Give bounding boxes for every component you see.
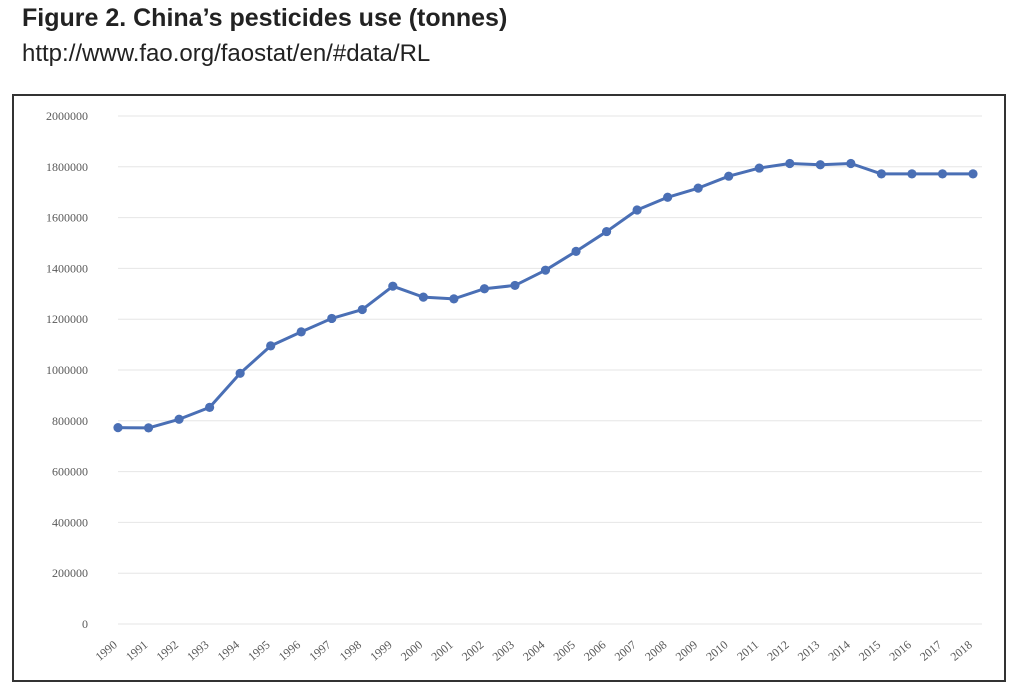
y-tick-label: 1200000 (46, 312, 88, 326)
x-tick-label: 2005 (551, 638, 578, 664)
x-tick-label: 2009 (673, 638, 700, 664)
figure-source-url: http://www.fao.org/faostat/en/#data/RL (22, 40, 431, 67)
data-point (846, 158, 856, 169)
x-tick-label: 1997 (306, 638, 333, 664)
data-point (174, 414, 184, 424)
x-tick-label: 2001 (428, 638, 455, 664)
y-tick-label: 800000 (52, 414, 88, 428)
x-tick-label: 1992 (154, 638, 181, 664)
data-point (937, 169, 948, 179)
data-point (296, 327, 306, 337)
y-tick-label: 1400000 (46, 261, 88, 275)
data-point (876, 169, 886, 179)
data-point (205, 402, 215, 412)
x-tick-label: 2004 (520, 638, 547, 664)
x-tick-label: 2006 (581, 638, 608, 664)
y-tick-label: 1000000 (46, 363, 88, 377)
x-tick-label: 2016 (886, 638, 913, 664)
data-point (479, 284, 490, 294)
x-tick-label: 2010 (703, 638, 730, 664)
data-point (540, 265, 551, 275)
data-point (266, 341, 276, 351)
x-tick-label: 2008 (642, 638, 669, 664)
y-tick-label: 1600000 (46, 211, 88, 225)
data-point (510, 280, 520, 291)
x-tick-label: 2018 (948, 638, 975, 664)
data-point (754, 163, 764, 173)
data-point (724, 171, 734, 181)
data-point (571, 246, 581, 256)
data-point (388, 281, 398, 291)
data-point (143, 423, 154, 433)
x-tick-label: 1993 (184, 638, 211, 664)
x-tick-label: 2000 (398, 638, 425, 664)
data-point (693, 183, 703, 193)
x-tick-label: 1995 (245, 638, 272, 664)
data-point (449, 294, 459, 304)
line-chart: 0 200000 400000 600000 800000 1000000 1200000 1… (46, 109, 982, 664)
figure-title: Figure 2. China’s pesticides use (tonnes… (22, 4, 508, 32)
y-tick-label: 0 (82, 617, 88, 631)
series-line (116, 161, 975, 430)
x-tick-label: 2011 (734, 638, 761, 664)
x-tick-label: 2002 (459, 638, 486, 664)
data-point (663, 192, 673, 202)
data-point (357, 304, 367, 315)
x-tick-label: 2013 (795, 638, 822, 664)
x-tick-label: 2012 (764, 638, 791, 664)
x-tick-label: 2007 (612, 638, 639, 664)
data-point (785, 158, 795, 169)
x-tick-label: 1996 (276, 638, 303, 664)
x-tick-label: 1991 (123, 638, 150, 664)
data-point (327, 313, 337, 324)
data-point (968, 169, 978, 179)
x-tick-label: 2003 (490, 638, 517, 664)
x-tick-label: 2017 (917, 638, 944, 664)
data-point (235, 368, 245, 378)
x-tick-label: 1990 (93, 638, 120, 664)
chart-frame: 0 200000 400000 600000 800000 1000000 1200000 1… (12, 94, 1006, 682)
y-tick-label: 2000000 (46, 109, 88, 123)
data-point (601, 226, 612, 237)
y-tick-label: 1800000 (46, 160, 88, 174)
y-tick-label: 200000 (52, 566, 88, 580)
data-point (815, 160, 825, 170)
y-tick-label: 400000 (52, 515, 88, 529)
x-tick-label: 1998 (337, 638, 364, 664)
x-tick-label: 1999 (367, 638, 394, 664)
y-tick-label: 600000 (52, 465, 88, 479)
x-tick-label: 2015 (856, 638, 883, 664)
data-point (632, 205, 642, 215)
data-point (418, 292, 428, 302)
x-tick-label: 2014 (825, 638, 852, 664)
data-point (113, 423, 123, 433)
x-tick-label: 1994 (215, 638, 242, 664)
data-point (907, 169, 917, 179)
